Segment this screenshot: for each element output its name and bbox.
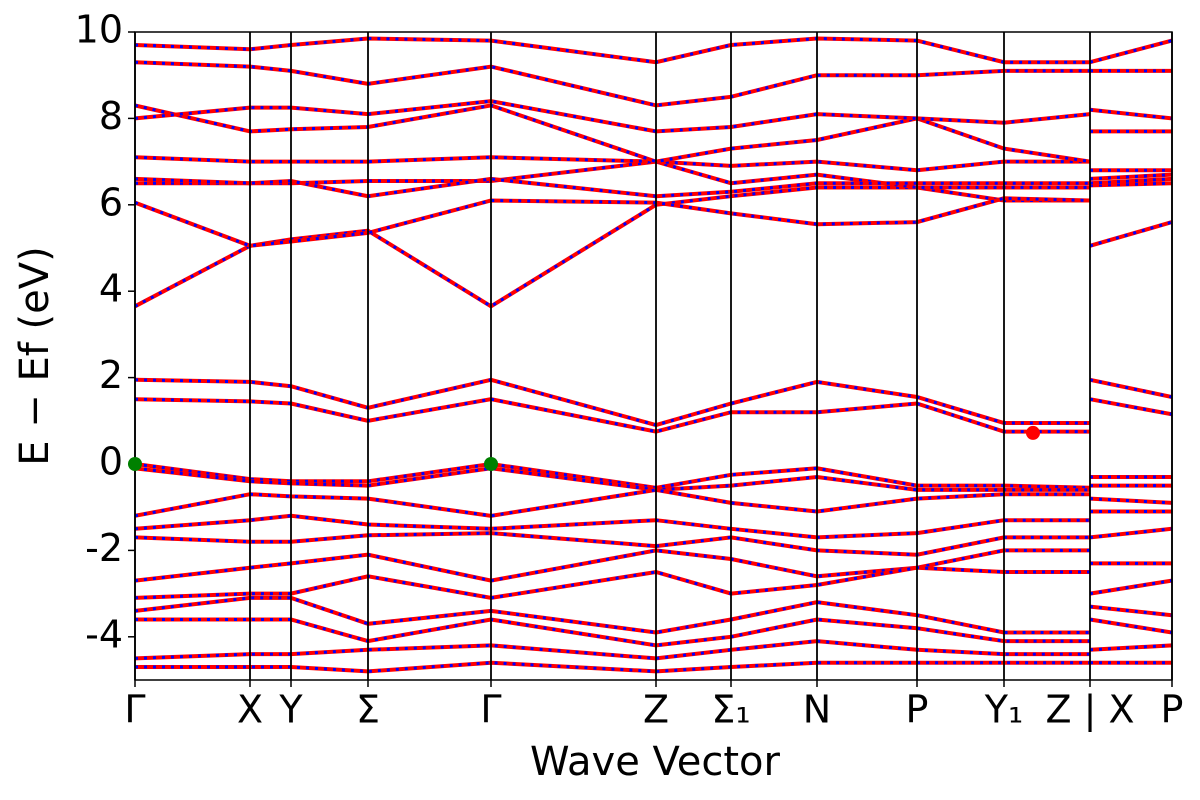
x-tick-label: Z bbox=[643, 688, 669, 732]
x-tick-label: N bbox=[803, 688, 831, 732]
extremum-point bbox=[1026, 425, 1040, 440]
y-tick-label: 10 bbox=[75, 8, 123, 52]
y-tick-label: 0 bbox=[99, 440, 123, 484]
x-tick-label: Z | X bbox=[1045, 688, 1134, 733]
y-tick-label: -2 bbox=[85, 526, 123, 570]
x-tick-label: Σ₁ bbox=[711, 688, 750, 732]
extremum-point bbox=[484, 457, 498, 471]
x-tick-label: Y bbox=[278, 688, 303, 732]
y-tick-label: 4 bbox=[99, 267, 123, 311]
x-axis-label: Wave Vector bbox=[530, 739, 781, 785]
band-dash bbox=[135, 661, 1172, 673]
band-dash bbox=[135, 617, 1172, 647]
y-tick-label: -4 bbox=[85, 612, 123, 656]
y-tick-label: 8 bbox=[99, 94, 123, 138]
x-tick-label: Σ bbox=[356, 688, 380, 732]
y-tick-label: 6 bbox=[99, 180, 123, 224]
band-dash bbox=[135, 155, 1172, 172]
band-dash bbox=[135, 548, 1172, 583]
x-tick-label: P bbox=[1161, 688, 1184, 732]
x-tick-label: Γ bbox=[480, 688, 501, 732]
y-axis-label: E − Ef (eV) bbox=[12, 246, 58, 465]
y-tick-label: 2 bbox=[99, 353, 123, 397]
x-tick-label: P bbox=[906, 688, 929, 732]
band-dash bbox=[135, 488, 1172, 518]
band-dash bbox=[135, 566, 1172, 600]
extremum-point bbox=[128, 457, 142, 471]
x-tick-label: X bbox=[237, 688, 263, 732]
band-dash bbox=[135, 103, 1172, 164]
x-tick-label: Y₁ bbox=[984, 688, 1023, 732]
x-tick-label: Γ bbox=[124, 688, 145, 732]
band-dash bbox=[135, 60, 1172, 107]
